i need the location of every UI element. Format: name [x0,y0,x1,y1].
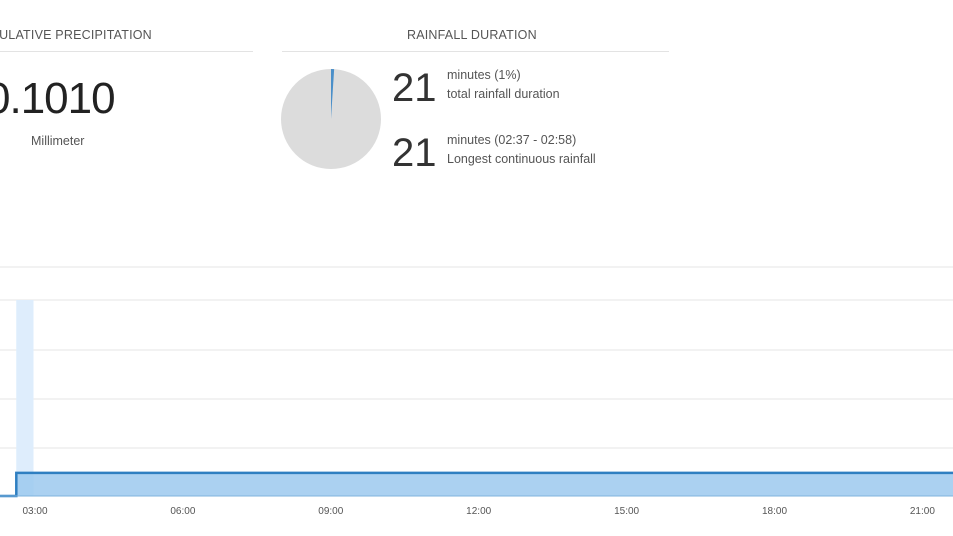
precipitation-chart: 03:00 06:00 09:00 12:00 15:00 18:00 21:00 [0,266,953,517]
precipitation-value: 0.1010 [0,74,116,123]
longest-duration-label: Longest continuous rainfall [447,152,596,166]
rain-highlight-band [16,300,34,496]
pie-slice-rain [331,69,335,119]
series-area [0,472,953,496]
series-line [0,471,953,498]
longest-duration-value: 21 [392,131,437,175]
x-tick-label: 03:00 [22,506,47,517]
precipitation-title: CUMULATIVE PRECIPITATION [0,28,152,42]
x-tick-label: 09:00 [318,506,343,517]
x-tick-label: 12:00 [466,506,491,517]
rainfall-duration-pie [281,69,381,169]
precipitation-divider [0,51,253,52]
total-duration-label: total rainfall duration [447,87,560,101]
duration-title: RAINFALL DURATION [407,28,537,42]
duration-divider [282,51,669,52]
longest-duration-unit: minutes (02:37 - 02:58) [447,133,577,147]
precipitation-unit: Millimeter [31,134,85,148]
x-tick-label: 21:00 [910,506,935,517]
x-tick-label: 06:00 [170,506,195,517]
x-tick-label: 15:00 [614,506,639,517]
total-duration-value: 21 [392,66,437,110]
total-duration-unit: minutes (1%) [447,68,521,82]
x-tick-label: 18:00 [762,506,787,517]
